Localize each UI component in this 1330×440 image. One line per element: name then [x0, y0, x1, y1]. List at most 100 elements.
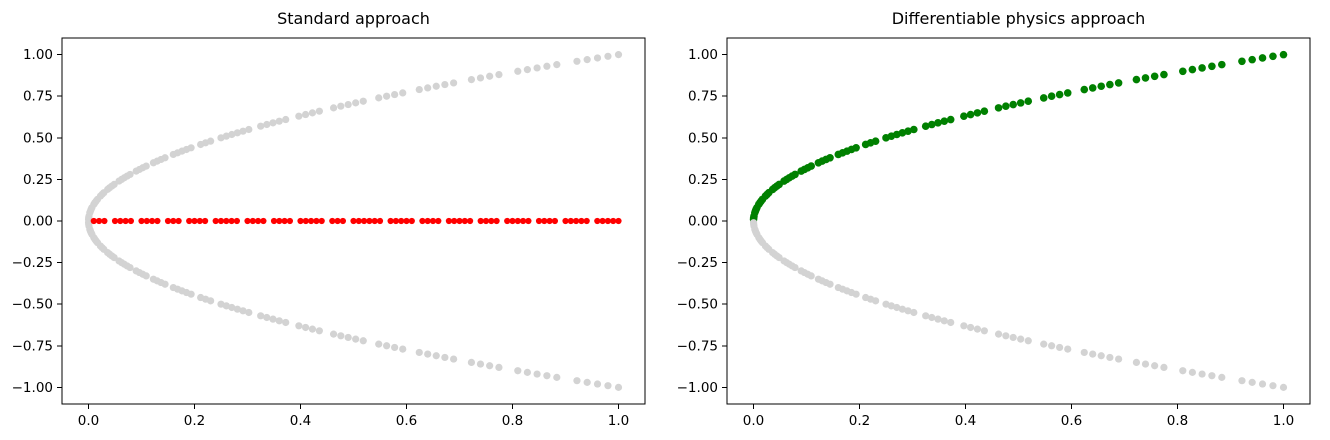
scatter-point	[1009, 100, 1017, 109]
scatter-point	[445, 217, 452, 225]
scatter-point	[429, 217, 437, 225]
scatter-point	[1002, 102, 1010, 111]
scatter-point	[520, 217, 527, 225]
scatter-point	[887, 302, 895, 310]
scatter-point	[523, 66, 531, 74]
scatter-point	[101, 217, 108, 225]
scatter-point	[872, 297, 880, 305]
scatter-point	[940, 117, 949, 125]
scatter-point	[1248, 55, 1256, 64]
scatter-point	[960, 322, 968, 330]
series-lower-solution-branch	[84, 219, 623, 391]
scatter-point	[1097, 352, 1105, 360]
scatter-point	[424, 217, 431, 225]
scatter-point	[533, 64, 541, 72]
scatter-point	[281, 217, 288, 225]
scatter-point	[523, 368, 531, 376]
scatter-point	[187, 290, 195, 298]
scatter-point	[399, 345, 407, 353]
scatter-point	[111, 217, 119, 225]
scatter-point	[233, 217, 240, 225]
scatter-point	[1080, 85, 1089, 94]
scatter-point	[940, 317, 948, 325]
scatter-point	[366, 217, 373, 225]
scatter-point	[927, 120, 936, 129]
y-tick-label: −0.25	[12, 255, 53, 271]
scatter-point	[826, 153, 834, 162]
scatter-point	[1024, 97, 1033, 106]
scatter-point	[451, 217, 458, 225]
scatter-point	[275, 317, 283, 325]
scatter-point	[191, 217, 198, 225]
scatter-point	[514, 217, 521, 225]
scatter-point	[228, 130, 236, 139]
scatter-point	[543, 372, 551, 380]
y-tick-label: 0.00	[688, 214, 718, 230]
scatter-point	[297, 217, 304, 225]
scatter-point	[435, 217, 442, 225]
scatter-point	[257, 312, 265, 320]
scatter-point	[329, 104, 338, 112]
scatter-point	[467, 75, 476, 84]
scatter-point	[127, 217, 134, 225]
scatter-point	[212, 217, 219, 225]
scatter-point	[509, 217, 516, 225]
scatter-point	[315, 107, 323, 115]
scatter-point	[553, 373, 561, 381]
scatter-point	[1218, 373, 1226, 381]
scatter-point	[486, 362, 494, 370]
scatter-point	[376, 217, 384, 225]
scatter-point	[318, 217, 325, 225]
plot-title-differentiable-physics: Differentiable physics approach	[891, 9, 1146, 28]
scatter-point	[541, 217, 548, 225]
scatter-point	[339, 217, 346, 225]
scatter-point	[573, 377, 581, 385]
scatter-point	[233, 129, 241, 137]
x-tick-label: 0.8	[1167, 413, 1188, 429]
scatter-point	[960, 112, 968, 120]
axes-spines	[726, 37, 1311, 405]
y-tick-label: 0.50	[23, 130, 53, 146]
scatter-point	[1279, 50, 1288, 59]
scatter-point	[295, 112, 303, 120]
scatter-point	[493, 217, 500, 225]
scatter-point	[1248, 378, 1256, 386]
scatter-point	[1160, 363, 1168, 371]
scatter-point	[359, 337, 367, 345]
y-tick-label: −0.75	[12, 338, 53, 354]
scatter-point	[1089, 350, 1097, 358]
scatter-point	[1258, 380, 1267, 388]
scatter-point	[904, 127, 912, 135]
scatter-point	[583, 378, 591, 386]
scatter-point	[1179, 67, 1187, 76]
scatter-point	[126, 263, 134, 272]
scatter-point	[1238, 57, 1246, 66]
scatter-point	[424, 84, 432, 92]
scatter-point	[142, 162, 150, 170]
series-lower-solution-branch	[749, 219, 1288, 391]
scatter-point	[852, 144, 860, 152]
scatter-point	[138, 217, 145, 225]
scatter-point	[934, 315, 942, 323]
scatter-point	[126, 170, 134, 179]
y-tick-label: −0.25	[677, 255, 718, 271]
subplot-standard-approach: Standard approach 0.0 0.2 0.4 0.6 0.8 1.0 1.00…	[12, 9, 646, 429]
scatter-point	[392, 217, 399, 225]
scatter-point	[361, 217, 368, 225]
scatter-point	[196, 217, 203, 225]
scatter-point	[1097, 82, 1106, 91]
scatter-point	[239, 307, 247, 315]
scatter-point	[614, 51, 623, 59]
scatter-point	[1141, 360, 1150, 368]
scatter-point	[551, 217, 559, 225]
scatter-point	[573, 217, 580, 225]
y-tick-label: −0.75	[677, 338, 718, 354]
scatter-point	[604, 217, 612, 225]
scatter-point	[175, 217, 182, 225]
y-tick-label: 1.00	[23, 47, 53, 63]
scatter-point	[441, 353, 449, 362]
scatter-point	[791, 170, 799, 179]
scatter-point	[1160, 70, 1168, 79]
scatter-point	[583, 56, 591, 64]
scatter-point	[275, 117, 283, 125]
